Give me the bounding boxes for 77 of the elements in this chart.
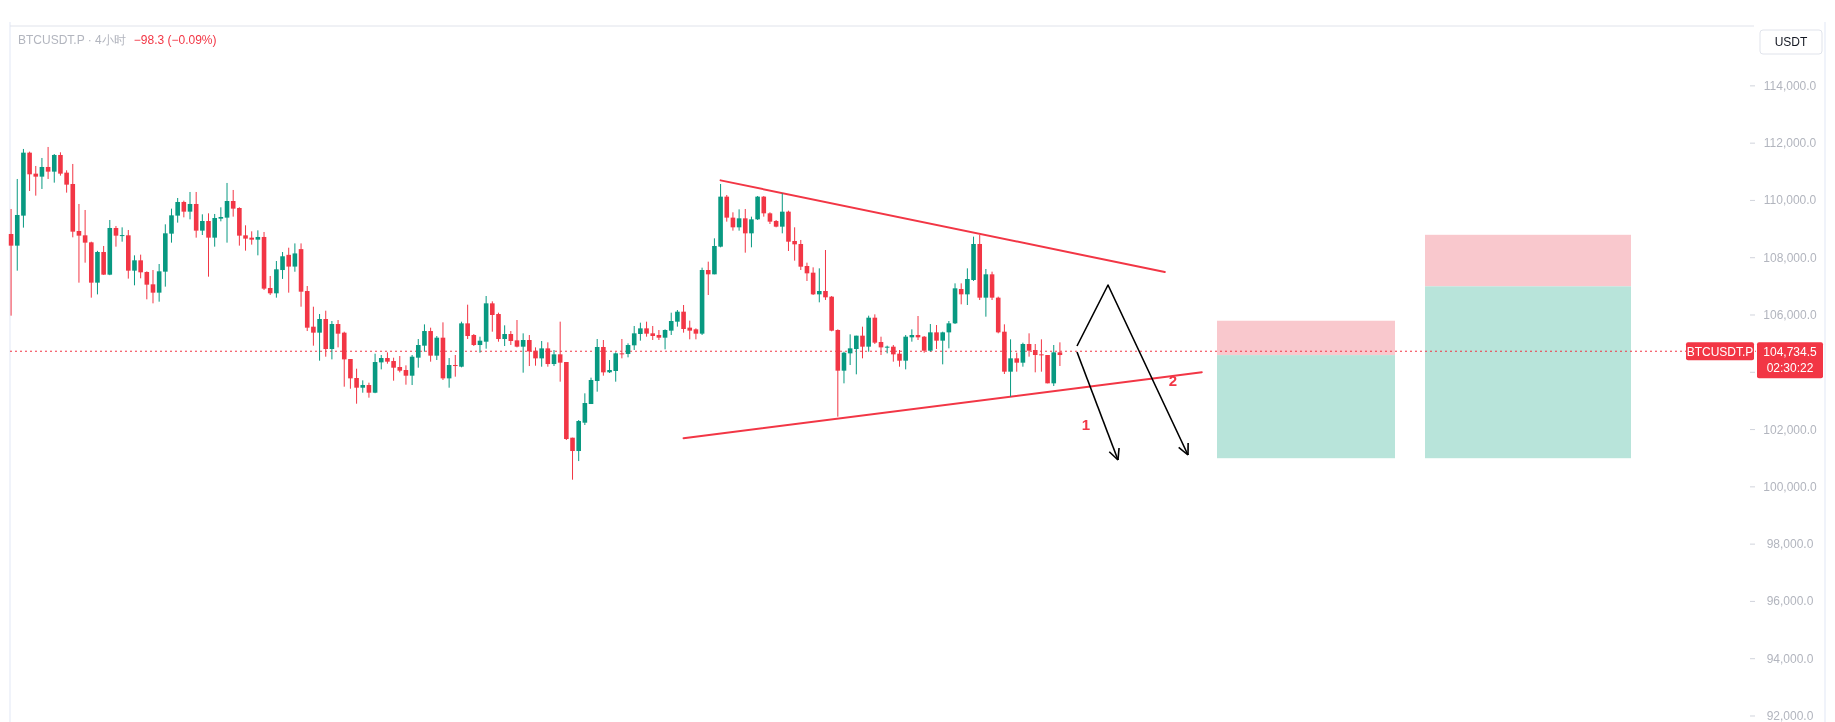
candlestick xyxy=(51,153,57,184)
candlestick xyxy=(520,332,526,374)
candlestick xyxy=(514,319,520,348)
candlestick xyxy=(76,203,82,284)
candlestick xyxy=(539,340,544,368)
candlestick xyxy=(989,271,995,301)
candlestick xyxy=(348,358,353,390)
candlestick xyxy=(403,364,409,386)
candlestick xyxy=(113,225,119,248)
candlestick xyxy=(292,242,298,273)
candlestick xyxy=(656,329,662,341)
candlestick xyxy=(693,327,699,340)
candlestick xyxy=(958,282,964,305)
annotation: 2 xyxy=(1168,372,1178,389)
candlestick xyxy=(335,319,341,348)
candlestick xyxy=(903,334,908,370)
candlestick xyxy=(82,209,88,264)
candlestick xyxy=(255,229,261,256)
candlestick xyxy=(465,304,470,340)
candlestick xyxy=(187,191,193,220)
candlestick xyxy=(150,269,156,304)
y-tick-label: 92,000.0 xyxy=(1766,708,1814,722)
y-axis-title: USDT xyxy=(1774,35,1808,49)
candlestick xyxy=(33,165,39,197)
y-tick-label: 96,000.0 xyxy=(1766,594,1814,609)
text: 02:30:22 xyxy=(1766,361,1814,376)
candlestick xyxy=(854,335,859,375)
candlestick xyxy=(218,206,224,222)
candlestick xyxy=(928,323,933,353)
candlestick xyxy=(45,146,51,180)
y-tick-label: 98,000.0 xyxy=(1766,537,1814,552)
candlestick xyxy=(212,213,217,248)
ref-line-label: BTCUSDT.P xyxy=(1686,345,1754,360)
candlestick xyxy=(366,382,372,399)
annotation: 1 xyxy=(1081,416,1091,433)
candlestick xyxy=(200,213,205,236)
candlestick xyxy=(779,192,785,234)
candlestick xyxy=(101,245,106,276)
candlestick xyxy=(317,313,322,362)
candlestick xyxy=(940,331,945,365)
candlestick xyxy=(206,212,211,278)
y-tick-label: 108,000.0 xyxy=(1763,250,1818,265)
candlestick xyxy=(1008,338,1013,398)
y-tick-label: 110,000.0 xyxy=(1763,193,1817,208)
candlestick xyxy=(502,324,507,347)
candlestick xyxy=(798,239,804,271)
y-tick-label: 112,000.0 xyxy=(1763,136,1817,151)
y-tick-label: 102,000.0 xyxy=(1763,422,1818,437)
candlestick xyxy=(156,263,162,303)
candlestick xyxy=(742,208,748,254)
text: −98.3 (−0.09%) xyxy=(133,33,217,47)
text: 104,734.5 xyxy=(1763,345,1818,360)
candlestick xyxy=(132,254,137,286)
candlestick xyxy=(761,195,767,218)
y-tick-label: 106,000.0 xyxy=(1763,308,1818,322)
candlestick xyxy=(817,267,822,303)
candlestick xyxy=(267,275,273,296)
candlestick xyxy=(27,151,32,192)
candlestick xyxy=(286,247,292,294)
candlestick xyxy=(434,335,440,361)
y-tick-label: 114,000.0 xyxy=(1763,78,1817,93)
candlestick xyxy=(749,216,754,248)
candlestick xyxy=(983,268,989,318)
y-tick-label: 94,000.0 xyxy=(1766,651,1814,666)
candlestick xyxy=(823,249,828,301)
candlestick xyxy=(230,189,236,218)
candlestick xyxy=(138,254,143,279)
text: BTCUSDT.P · 4小时 xyxy=(18,33,126,47)
candlestick xyxy=(934,324,939,350)
candlestick xyxy=(755,195,760,221)
candlestick xyxy=(662,328,668,350)
y-tick-label: 100,000.0 xyxy=(1763,479,1818,494)
candlestick xyxy=(144,270,150,300)
candlestick xyxy=(705,261,711,296)
candlestick xyxy=(724,194,730,223)
candlestick xyxy=(354,368,359,405)
candlestick xyxy=(453,354,458,378)
